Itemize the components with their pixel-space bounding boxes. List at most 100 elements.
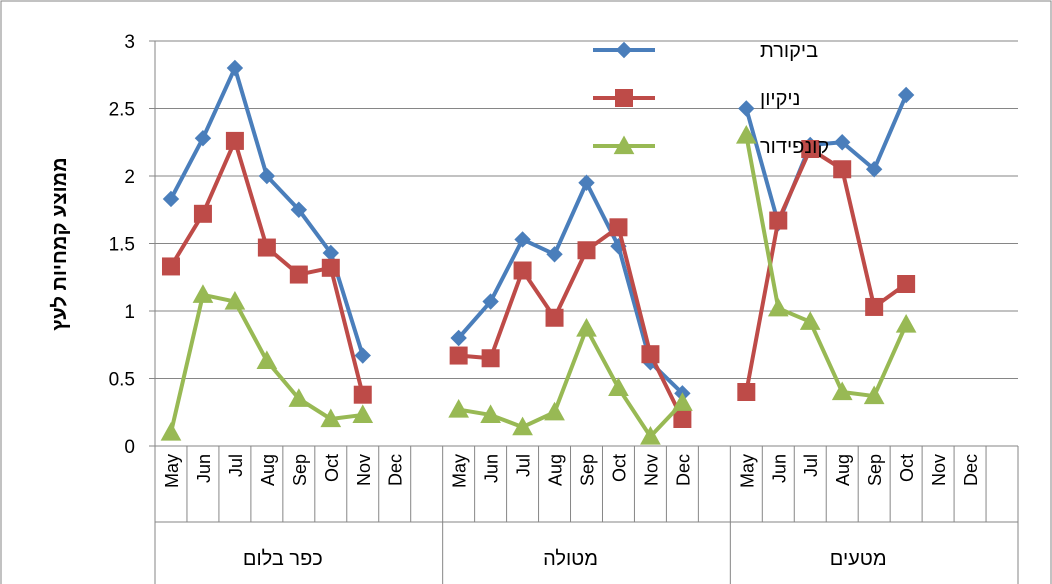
data-point-diamond [738, 100, 755, 117]
data-point-triangle [895, 313, 917, 333]
x-tick-label: Jun [482, 454, 502, 483]
data-point-triangle [160, 421, 182, 441]
data-point-diamond [615, 41, 633, 59]
data-point-square [865, 297, 884, 316]
y-tick-label: 3 [124, 32, 135, 53]
x-tick-label: Dec [673, 454, 693, 486]
x-tick-label: Nov [641, 454, 661, 486]
data-point-diamond [833, 134, 851, 151]
data-point-diamond [162, 190, 180, 208]
data-point-triangle [480, 404, 501, 424]
x-tick-label: Jul [514, 454, 534, 477]
x-tick-label: Sep [865, 454, 885, 486]
group-label: מטעים [830, 548, 887, 570]
series-line [744, 135, 908, 399]
series-triangle [160, 124, 917, 445]
data-point-square [513, 261, 532, 280]
data-point-triangle [224, 291, 246, 310]
data-point-triangle [320, 408, 342, 428]
y-tick-label: 0 [124, 437, 135, 458]
legend-item: קונפידור [593, 135, 829, 158]
data-point-square [673, 410, 692, 428]
data-point-triangle [352, 404, 374, 424]
data-point-triangle [767, 297, 789, 317]
group-label: מטולה [543, 548, 598, 570]
x-tick-label: Dec [386, 454, 406, 486]
data-point-triangle [512, 416, 533, 436]
x-tick-label: Sep [290, 454, 310, 486]
x-tick-label: Oct [897, 454, 917, 482]
data-point-square [225, 131, 244, 150]
x-tick-label: Jul [226, 454, 246, 477]
data-point-square [161, 257, 180, 276]
data-point-diamond [258, 167, 276, 185]
data-point-square [609, 218, 628, 237]
legend-item: ביקורת [593, 40, 818, 62]
data-point-square [481, 349, 500, 368]
data-point-square [577, 241, 596, 260]
data-point-triangle [544, 401, 565, 421]
data-point-diamond [865, 161, 883, 178]
data-point-triangle [672, 392, 693, 411]
x-tick-label: Aug [833, 454, 853, 486]
data-point-square [353, 385, 372, 404]
data-point-diamond [194, 129, 212, 147]
data-point-diamond [450, 329, 467, 347]
data-point-square [545, 308, 564, 327]
data-point-square [833, 160, 852, 179]
x-tick-label: Jul [801, 454, 821, 477]
y-tick-label: 0.5 [109, 370, 135, 391]
group-label: כפר בלום [243, 548, 323, 570]
data-point-triangle [799, 311, 821, 330]
data-point-triangle [735, 124, 757, 144]
data-point-square [897, 275, 916, 293]
legend-label: ניקיון [760, 88, 800, 110]
series-line [744, 94, 908, 226]
x-tick-label: Dec [961, 454, 981, 486]
y-tick-label: 2.5 [109, 100, 135, 121]
data-point-triangle [192, 284, 214, 303]
x-tick-label: Oct [322, 454, 342, 482]
data-point-diamond [290, 201, 308, 218]
x-tick-label: Oct [609, 454, 629, 482]
data-point-diamond [546, 246, 563, 263]
data-point-triangle [640, 426, 661, 445]
data-point-square [257, 238, 276, 257]
data-point-square [193, 204, 212, 223]
data-point-diamond [514, 231, 531, 248]
data-point-square [321, 258, 340, 277]
data-point-diamond [226, 59, 244, 77]
x-tick-label: Jun [194, 454, 214, 483]
data-point-triangle [613, 135, 635, 155]
data-point-triangle [608, 377, 629, 397]
data-point-triangle [576, 318, 597, 337]
legend-item: ניקיון [593, 88, 800, 110]
x-tick-label: Sep [578, 454, 598, 486]
data-point-triangle [288, 388, 310, 407]
data-point-diamond [354, 347, 371, 364]
data-point-square [769, 211, 788, 230]
data-point-square [289, 265, 308, 284]
x-tick-label: Aug [258, 454, 278, 486]
x-tick-label: May [737, 454, 757, 488]
y-tick-label: 1 [124, 302, 135, 323]
series-line [458, 225, 685, 420]
data-point-triangle [863, 385, 885, 405]
x-tick-label: May [162, 454, 182, 488]
x-tick-label: Aug [546, 454, 566, 486]
data-point-square [641, 345, 660, 364]
legend-label: ביקורת [760, 40, 818, 62]
y-tick-label: 2 [124, 167, 135, 188]
x-tick-label: Nov [354, 454, 374, 486]
legend-label: קונפידור [760, 136, 829, 158]
data-point-triangle [256, 350, 278, 370]
data-point-square [449, 346, 468, 365]
x-tick-label: Nov [929, 454, 949, 486]
data-point-diamond [578, 174, 595, 191]
data-point-triangle [448, 399, 469, 418]
data-point-square [737, 383, 756, 401]
series-square [161, 131, 916, 428]
